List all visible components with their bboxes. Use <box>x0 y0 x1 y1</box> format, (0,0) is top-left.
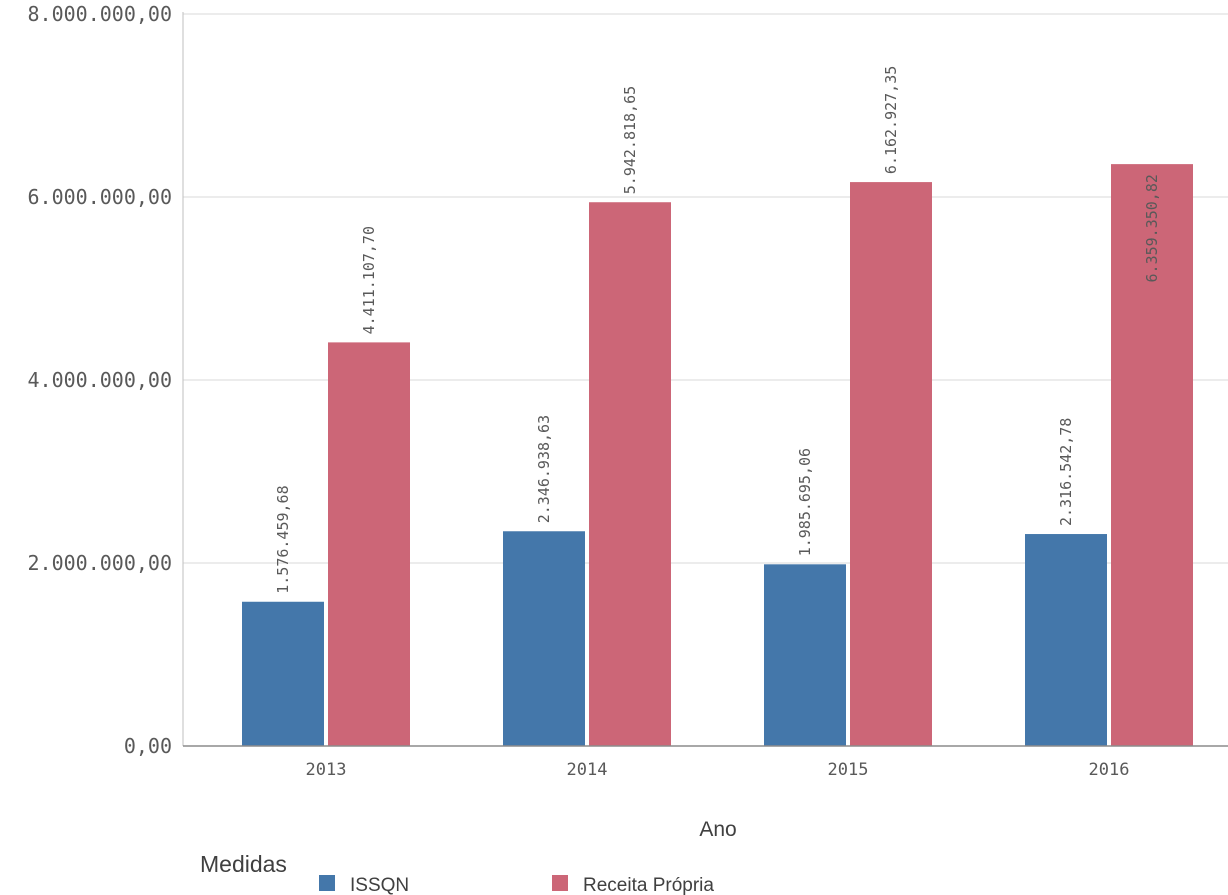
legend-swatch-receita-propria <box>552 875 568 891</box>
data-label-issqn-2015: 1.985.695,06 <box>796 448 814 556</box>
y-tick-label: 0,00 <box>124 734 172 758</box>
bar-issqn-2015[interactable] <box>764 564 846 746</box>
y-axis-ticks: 0,00 2.000.000,00 4.000.000,00 6.000.000,00… <box>28 2 173 758</box>
bar-receita-propria-2016[interactable] <box>1111 164 1193 747</box>
bar-issqn-2014[interactable] <box>503 531 585 746</box>
data-label-receita-propria-2014: 5.942.818,65 <box>621 86 639 194</box>
data-label-receita-propria-2013: 4.411.107,70 <box>360 226 378 334</box>
x-tick-label: 2013 <box>306 760 347 780</box>
y-tick-label: 6.000.000,00 <box>28 185 173 209</box>
y-tick-label: 4.000.000,00 <box>28 368 173 392</box>
x-axis-ticks: 2013 2014 2015 2016 <box>306 760 1130 780</box>
x-axis-title: Ano <box>699 818 736 841</box>
data-label-issqn-2013: 1.576.459,68 <box>274 485 292 593</box>
x-tick-label: 2016 <box>1089 760 1130 780</box>
legend: Medidas ISSQN Receita Própria <box>200 851 714 895</box>
data-label-issqn-2016: 2.316.542,78 <box>1057 418 1075 526</box>
data-labels: 1.576.459,68 4.411.107,70 2.346.938,63 5.94… <box>274 66 1161 594</box>
bar-issqn-2013[interactable] <box>242 601 324 746</box>
data-label-receita-propria-2016: 6.359.350,82 <box>1143 174 1161 282</box>
bars <box>242 164 1193 747</box>
x-tick-label: 2014 <box>567 760 608 780</box>
legend-label-issqn: ISSQN <box>350 875 409 895</box>
legend-title: Medidas <box>200 851 287 877</box>
legend-label-receita-propria: Receita Própria <box>583 875 714 895</box>
bar-receita-propria-2013[interactable] <box>328 342 410 746</box>
legend-swatch-issqn <box>319 875 335 891</box>
bar-receita-propria-2014[interactable] <box>589 202 671 747</box>
bar-issqn-2016[interactable] <box>1025 534 1107 746</box>
data-label-receita-propria-2015: 6.162.927,35 <box>882 66 900 174</box>
data-label-issqn-2014: 2.346.938,63 <box>535 415 553 523</box>
y-tick-label: 2.000.000,00 <box>28 551 173 575</box>
x-tick-label: 2015 <box>828 760 869 780</box>
y-tick-label: 8.000.000,00 <box>28 2 173 26</box>
bar-receita-propria-2015[interactable] <box>850 182 932 746</box>
